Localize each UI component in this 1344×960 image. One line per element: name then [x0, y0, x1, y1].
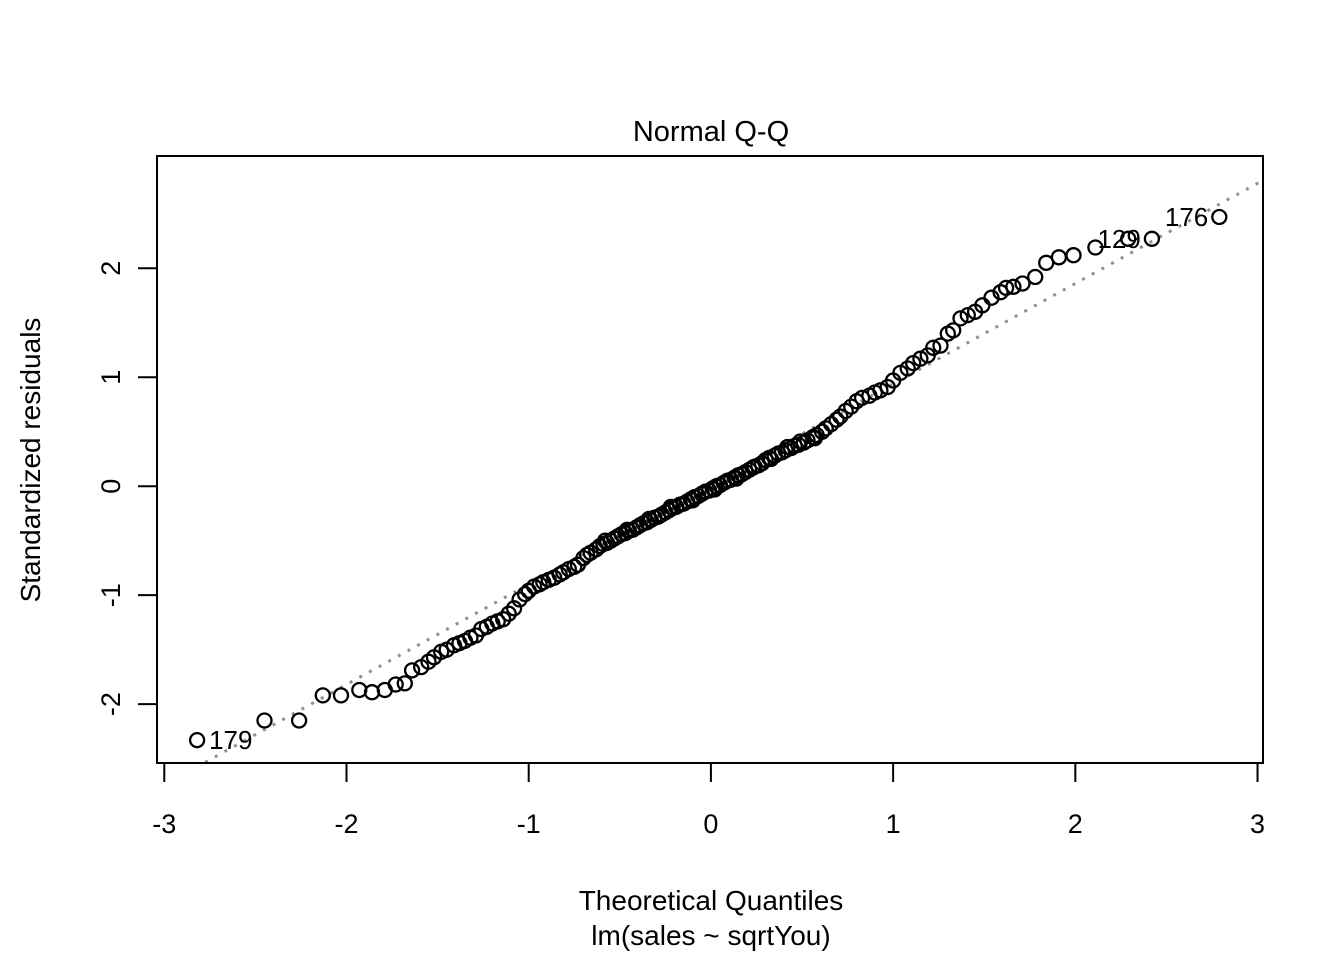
points-layer — [188, 208, 1228, 749]
data-point — [945, 322, 962, 339]
data-point — [387, 676, 404, 693]
y-tick-label: 2 — [96, 261, 126, 276]
y-tick-label: -2 — [96, 692, 126, 716]
data-point — [1005, 278, 1022, 295]
x-tick-label: 1 — [886, 809, 901, 839]
data-point — [1211, 208, 1228, 226]
data-point — [684, 492, 701, 509]
data-point — [396, 675, 413, 692]
y-tick-label: -1 — [96, 583, 126, 607]
data-point — [1027, 268, 1044, 286]
x-tick-label: -3 — [152, 809, 176, 839]
data-point — [1014, 275, 1031, 292]
data-point — [828, 411, 845, 428]
data-point — [618, 521, 636, 538]
data-point — [706, 481, 723, 498]
data-point — [912, 350, 929, 367]
x-tick-label: -2 — [334, 809, 358, 839]
x-tick-label: -1 — [517, 809, 541, 839]
data-point — [403, 662, 421, 679]
model-call-label: lm(sales ~ sqrtYou) — [591, 920, 830, 951]
data-point — [872, 382, 889, 399]
y-tick-label: 1 — [96, 370, 126, 385]
data-point — [806, 430, 823, 447]
x-tick-label: 0 — [703, 809, 718, 839]
data-point — [640, 510, 658, 528]
data-point — [899, 360, 916, 377]
data-point — [188, 731, 206, 749]
x-axis-label: Theoretical Quantiles — [579, 885, 844, 916]
outlier-label: 179 — [209, 725, 252, 755]
chart-title: Normal Q-Q — [633, 116, 789, 148]
data-point — [792, 433, 809, 450]
data-point — [746, 458, 763, 475]
x-tick-label: 2 — [1068, 809, 1083, 839]
data-point — [932, 337, 949, 354]
data-point — [952, 310, 969, 327]
data-point — [314, 687, 331, 704]
data-point — [728, 470, 745, 487]
data-point — [1120, 230, 1137, 247]
data-point — [332, 687, 350, 704]
data-point — [925, 339, 942, 356]
y-axis-label: Standardized residuals — [15, 318, 46, 603]
data-point — [1143, 230, 1161, 247]
data-point — [1087, 239, 1104, 256]
data-point — [1065, 247, 1082, 264]
outlier-label-layer: 179 129 176 — [209, 202, 1208, 755]
data-point — [505, 600, 523, 617]
outlier-label: 176 — [1165, 202, 1208, 232]
data-point — [256, 712, 273, 729]
x-tick-label: 3 — [1250, 809, 1265, 839]
outlier-label: 129 — [1097, 224, 1140, 254]
data-point — [662, 498, 679, 516]
data-point — [500, 605, 517, 622]
plot-box — [156, 155, 1264, 764]
data-point — [832, 408, 849, 425]
data-point — [495, 611, 512, 628]
y-tick-label: 0 — [96, 479, 126, 494]
data-point — [762, 450, 780, 468]
y-axis: -2 -1 0 1 2 — [96, 261, 156, 716]
data-point — [959, 306, 976, 324]
data-point — [597, 532, 614, 549]
data-point — [997, 279, 1015, 297]
data-point — [511, 591, 528, 608]
data-point — [1050, 249, 1068, 266]
data-point — [290, 712, 308, 729]
x-axis: -3 -2 -1 0 1 2 3 — [152, 764, 1265, 839]
data-point — [843, 398, 860, 415]
